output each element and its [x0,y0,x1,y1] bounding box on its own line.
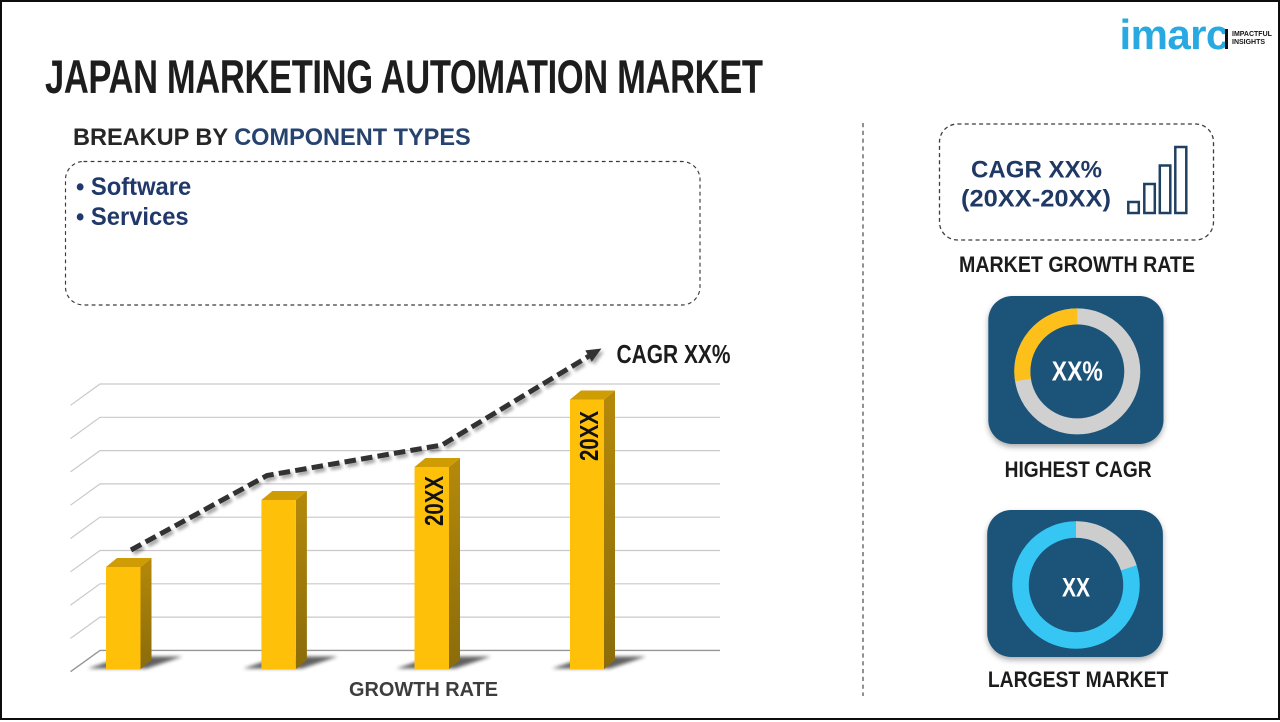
svg-text:(20XX-20XX): (20XX-20XX) [961,186,1111,213]
svg-text:GROWTH RATE: GROWTH RATE [349,679,498,701]
svg-text:MARKET GROWTH RATE: MARKET GROWTH RATE [959,252,1195,277]
svg-text:LARGEST MARKET: LARGEST MARKET [988,667,1169,692]
svg-text:CAGR XX%: CAGR XX% [617,339,731,369]
svg-text:XX%: XX% [1052,355,1103,386]
svg-text:20XX: 20XX [419,475,449,526]
svg-text:20XX: 20XX [574,410,604,461]
svg-text:HIGHEST CAGR: HIGHEST CAGR [1005,457,1152,482]
svg-text:XX: XX [1062,573,1090,603]
svg-text:CAGR XX%: CAGR XX% [971,157,1102,184]
